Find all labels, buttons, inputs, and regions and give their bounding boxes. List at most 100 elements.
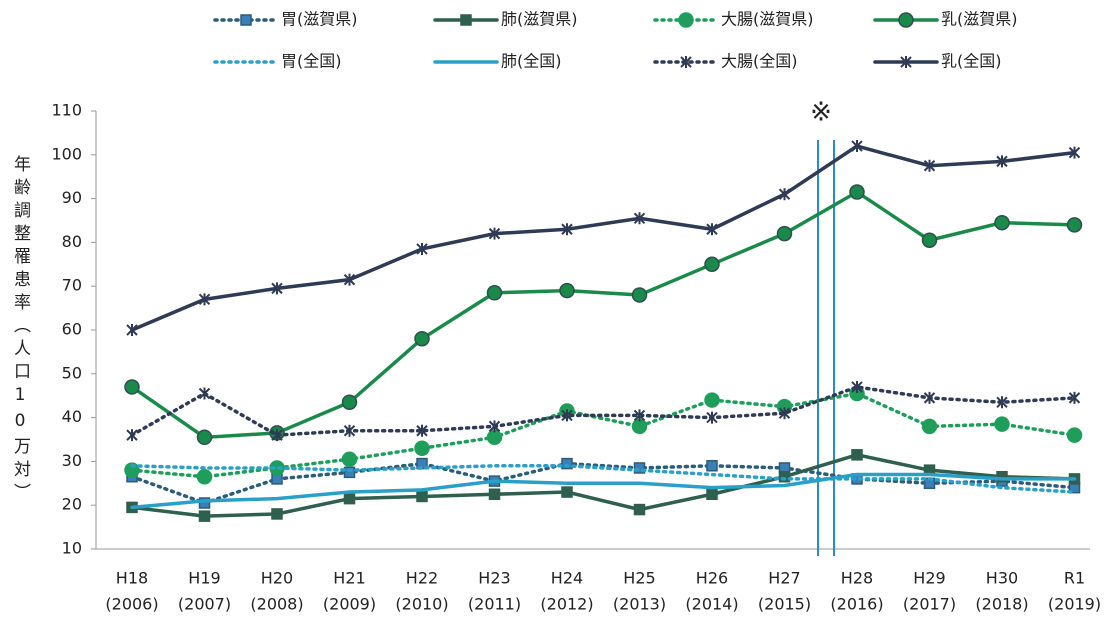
marker: [196, 468, 213, 485]
x-tick-label: H28: [841, 569, 873, 588]
x-tick-label: H23: [478, 569, 510, 588]
y-tick-label: 100: [51, 144, 82, 163]
marker: [633, 503, 646, 516]
marker: [488, 227, 501, 240]
marker: [198, 387, 211, 400]
marker: [488, 488, 501, 500]
x-tick-label: H25: [623, 569, 655, 588]
y-tick-label: 110: [51, 101, 82, 120]
marker: [196, 429, 213, 446]
marker: [706, 411, 718, 424]
x-tick-label: H24: [551, 569, 583, 588]
marker: [678, 12, 694, 28]
marker: [996, 155, 1008, 168]
marker: [561, 457, 573, 470]
x-tick-label: H18: [116, 569, 148, 588]
marker: [851, 449, 863, 461]
y-axis-label: 年齢調整罹患率（人口10万対）: [10, 155, 31, 506]
marker: [126, 429, 138, 442]
marker: [416, 490, 428, 503]
marker: [460, 14, 472, 26]
y-tick-label: 80: [62, 232, 82, 251]
marker: [414, 440, 430, 457]
series-line: [130, 472, 1077, 510]
y-tick-label: 30: [62, 451, 82, 470]
x-tick-label: (2008): [250, 595, 303, 614]
marker: [343, 424, 356, 437]
marker: [633, 409, 646, 422]
marker: [778, 188, 791, 201]
marker: [921, 232, 938, 248]
legend-label: 胃(全国): [281, 52, 342, 71]
marker: [343, 466, 356, 479]
marker: [900, 56, 912, 68]
x-tick-label: (2013): [613, 595, 666, 614]
marker: [343, 492, 356, 505]
x-tick-label: H21: [333, 569, 365, 588]
x-tick-label: H30: [986, 569, 1018, 588]
marker: [706, 223, 718, 236]
marker: [561, 486, 573, 498]
marker: [198, 293, 211, 306]
x-tick-label: R1: [1064, 569, 1085, 588]
marker: [994, 416, 1010, 432]
marker: [271, 429, 283, 442]
x-tick-label: H29: [913, 569, 945, 588]
x-tick-label: H26: [696, 569, 728, 588]
marker: [488, 420, 501, 433]
marker: [486, 285, 503, 301]
marker: [706, 488, 718, 500]
legend-label: 大腸(全国): [721, 52, 798, 71]
marker: [124, 379, 140, 395]
marker: [996, 396, 1008, 409]
annotation: ※: [810, 98, 832, 128]
x-tick-label: (2006): [105, 595, 158, 614]
marker: [416, 424, 428, 437]
x-tick-label: H27: [768, 569, 800, 588]
x-tick-label: (2009): [323, 595, 376, 614]
marker: [680, 56, 692, 68]
legend-label: 胃(滋賀県): [281, 10, 358, 29]
marker: [1066, 217, 1083, 233]
marker: [240, 14, 252, 26]
legend-label: 肺(滋賀県): [501, 10, 578, 29]
marker: [923, 159, 936, 172]
x-tick-label: (2010): [395, 595, 448, 614]
legend-label: 乳(全国): [941, 52, 1002, 71]
x-tick-label: (2014): [685, 595, 738, 614]
marker: [923, 391, 936, 404]
marker: [1068, 391, 1081, 404]
y-tick-label: 70: [62, 276, 82, 295]
x-tick-label: (2019): [1048, 595, 1101, 614]
x-tick-label: H19: [188, 569, 220, 588]
marker: [1066, 427, 1083, 443]
marker: [776, 225, 793, 242]
marker: [198, 510, 211, 522]
marker: [851, 380, 863, 393]
marker: [271, 508, 283, 520]
y-tick-label: 50: [62, 363, 82, 382]
marker: [559, 282, 575, 299]
marker: [851, 140, 863, 153]
marker: [996, 470, 1008, 483]
marker: [341, 451, 358, 467]
marker: [898, 12, 914, 28]
series-line: [130, 461, 1077, 505]
series-line: [130, 391, 1077, 479]
y-tick-label: 90: [62, 188, 82, 207]
marker: [271, 282, 283, 295]
x-tick-label: H22: [406, 569, 438, 588]
x-tick-label: (2015): [758, 595, 811, 614]
legend-label: 肺(全国): [501, 52, 562, 71]
y-tick-label: 20: [62, 495, 82, 514]
marker: [269, 460, 285, 476]
x-tick-label: H20: [261, 569, 293, 588]
marker: [561, 223, 573, 236]
marker: [561, 409, 573, 422]
x-tick-label: (2018): [975, 595, 1028, 614]
x-tick-label: (2011): [468, 595, 521, 614]
x-tick-label: (2017): [903, 595, 956, 614]
x-tick-label: (2012): [540, 595, 593, 614]
marker: [921, 418, 938, 435]
